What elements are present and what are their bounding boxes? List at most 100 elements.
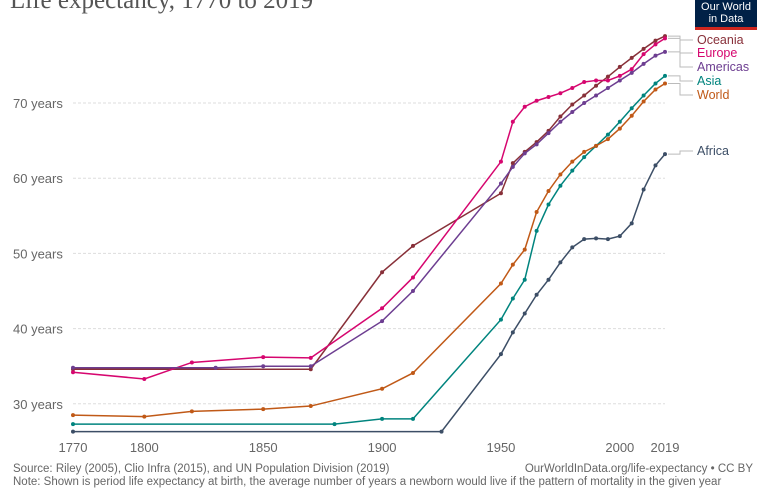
- legend-label-americas: Americas: [697, 60, 749, 74]
- source-text: Source: Riley (2005), Clio Infra (2015),…: [13, 463, 390, 475]
- data-point-oceania: [380, 270, 385, 275]
- legend-connector: [668, 75, 693, 82]
- data-point-europe: [663, 36, 667, 41]
- data-point-europe: [629, 67, 634, 72]
- y-tick-label: 40 years: [13, 322, 63, 337]
- data-point-africa: [653, 163, 658, 168]
- data-point-asia: [522, 277, 527, 282]
- data-point-americas: [617, 78, 622, 83]
- owid-logo[interactable]: Our World in Data: [695, 0, 757, 30]
- data-point-world: [142, 414, 147, 419]
- x-tick-label: 1900: [368, 440, 397, 455]
- data-point-europe: [653, 42, 658, 47]
- data-point-world: [570, 159, 575, 164]
- data-point-europe: [582, 79, 587, 84]
- data-point-africa: [629, 221, 634, 226]
- data-point-asia: [570, 168, 575, 173]
- data-point-world: [663, 81, 667, 86]
- data-point-africa: [71, 429, 75, 434]
- data-point-world: [510, 262, 515, 267]
- data-point-europe: [617, 73, 622, 78]
- legend-label-oceania: Oceania: [697, 33, 744, 47]
- data-point-americas: [663, 49, 667, 54]
- data-point-americas: [380, 319, 385, 324]
- data-point-africa: [605, 237, 610, 242]
- data-point-asia: [498, 317, 503, 322]
- data-point-asia: [510, 296, 515, 301]
- data-point-americas: [629, 70, 634, 75]
- data-point-oceania: [594, 83, 599, 88]
- data-point-asia: [534, 228, 539, 233]
- data-point-world: [261, 407, 266, 412]
- data-point-asia: [605, 132, 610, 137]
- data-point-americas: [410, 289, 415, 293]
- data-point-asia: [617, 119, 622, 124]
- data-point-europe: [522, 104, 527, 109]
- legend-label-world: World: [697, 88, 729, 102]
- data-point-world: [617, 126, 622, 131]
- data-point-europe: [142, 376, 147, 381]
- data-point-oceania: [410, 243, 415, 248]
- data-point-americas: [261, 364, 266, 369]
- data-point-world: [546, 188, 551, 193]
- data-point-oceania: [308, 367, 313, 372]
- data-point-europe: [510, 119, 515, 124]
- data-point-europe: [641, 52, 646, 57]
- data-point-africa: [594, 236, 599, 241]
- data-point-oceania: [498, 191, 503, 196]
- data-point-africa: [546, 277, 551, 282]
- logo-line-2: in Data: [708, 13, 744, 25]
- line-chart: 30 years 40 years 50 years 60 years 70 years…: [13, 33, 749, 455]
- x-tick-label: 2019: [651, 440, 680, 455]
- data-point-africa: [617, 234, 622, 239]
- data-point-americas: [594, 93, 599, 98]
- data-point-africa: [510, 330, 515, 335]
- y-tick-label: 60 years: [13, 171, 63, 186]
- data-point-asia: [582, 155, 587, 160]
- data-point-asia: [558, 183, 563, 188]
- data-point-europe: [71, 370, 75, 375]
- data-point-europe: [308, 355, 313, 360]
- data-point-oceania: [605, 74, 610, 79]
- data-point-americas: [570, 110, 575, 115]
- data-point-europe: [380, 306, 385, 311]
- data-point-world: [308, 404, 313, 409]
- data-point-americas: [498, 181, 503, 186]
- data-point-europe: [558, 91, 563, 96]
- data-point-europe: [605, 78, 610, 83]
- data-point-europe: [534, 98, 539, 103]
- x-tick-label: 1850: [249, 440, 278, 455]
- legend-connector: [668, 51, 693, 68]
- data-point-oceania: [582, 93, 587, 98]
- data-point-world: [71, 413, 75, 418]
- data-point-africa: [534, 292, 539, 297]
- x-tick-label: 1800: [130, 440, 159, 455]
- data-point-americas: [605, 85, 610, 90]
- data-point-world: [189, 409, 194, 414]
- x-tick-label: 1950: [486, 440, 515, 455]
- data-point-europe: [594, 78, 599, 83]
- data-point-world: [534, 210, 539, 215]
- data-point-africa: [582, 237, 587, 242]
- data-point-europe: [498, 159, 503, 164]
- data-point-asia: [71, 422, 75, 427]
- data-point-europe: [189, 360, 194, 365]
- data-point-africa: [498, 352, 503, 357]
- data-point-africa: [439, 429, 444, 434]
- data-point-asia: [546, 202, 551, 207]
- y-tick-label: 70 years: [13, 96, 63, 111]
- series-line-americas: [73, 51, 666, 369]
- data-point-oceania: [641, 46, 646, 51]
- legend-connector: [668, 82, 693, 96]
- legend-label-africa: Africa: [697, 144, 729, 158]
- data-point-asia: [653, 81, 658, 86]
- data-point-africa: [663, 152, 667, 157]
- source-url[interactable]: OurWorldInData.org/life-expectancy • CC …: [524, 463, 753, 475]
- series-line-world: [72, 82, 666, 418]
- data-point-oceania: [510, 161, 515, 166]
- data-point-africa: [570, 245, 575, 250]
- data-point-americas: [522, 151, 527, 156]
- data-point-americas: [71, 365, 75, 370]
- data-point-oceania: [558, 114, 563, 119]
- data-point-europe: [546, 94, 551, 99]
